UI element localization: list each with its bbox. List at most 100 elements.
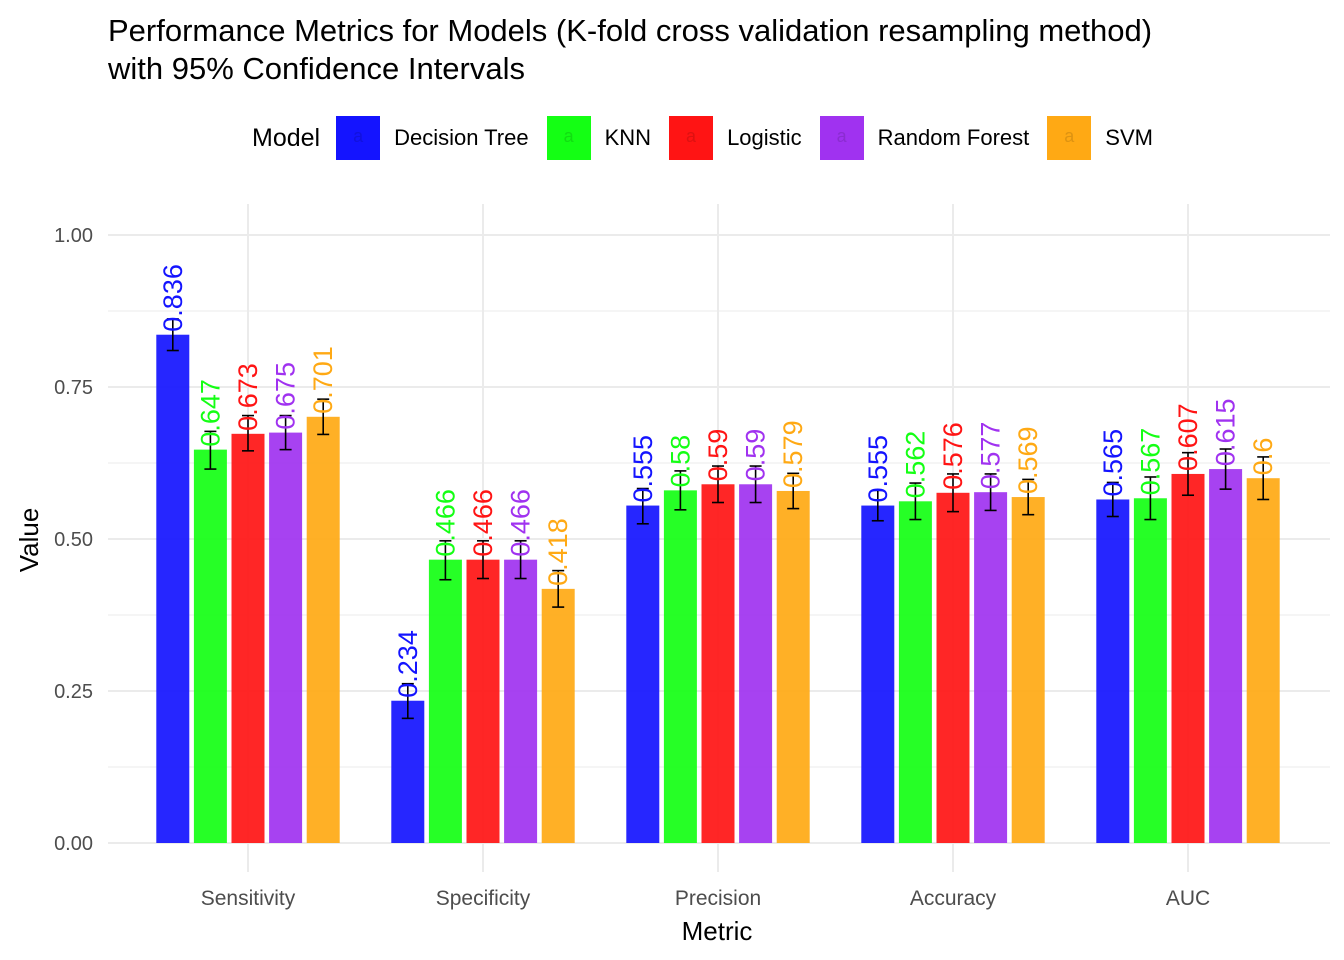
bar-decision-tree xyxy=(156,334,190,843)
error-bar-svm xyxy=(1022,478,1035,516)
error-bar-knn xyxy=(1144,476,1157,521)
error-bar-knn xyxy=(204,430,217,470)
bar-knn xyxy=(663,490,697,843)
bar-decision-tree xyxy=(626,505,660,843)
data-label-svm: 0.569 xyxy=(1013,426,1043,494)
legend-title: Model xyxy=(252,123,321,152)
y-tick-label: 0.50 xyxy=(54,529,93,551)
data-label-svm: 0.579 xyxy=(778,420,808,488)
x-axis-title: Metric xyxy=(682,916,753,946)
data-label-logistic: 0.673 xyxy=(233,363,263,431)
bar-svm xyxy=(306,416,340,843)
legend-key-glyph: a xyxy=(1064,126,1075,146)
legend-key-glyph: a xyxy=(353,126,364,146)
data-label-knn: 0.466 xyxy=(430,489,460,557)
error-bar-logistic xyxy=(242,414,254,452)
x-tick-label: Sensitivity xyxy=(201,887,296,910)
bar-decision-tree xyxy=(391,700,425,843)
x-tick-label: Specificity xyxy=(436,887,531,910)
legend-label-svm: SVM xyxy=(1105,125,1153,150)
data-label-decision-tree: 0.234 xyxy=(393,630,423,698)
data-label-knn: 0.647 xyxy=(195,379,225,447)
error-bar-logistic xyxy=(1182,451,1194,497)
bar-svm xyxy=(1011,497,1045,843)
y-tick-label: 0.75 xyxy=(54,377,93,399)
bar-random-forest xyxy=(504,559,538,843)
bar-random-forest xyxy=(974,492,1008,843)
bar-logistic xyxy=(231,433,265,843)
data-label-decision-tree: 0.555 xyxy=(863,435,893,503)
legend-key-random-forest: a xyxy=(819,116,864,160)
x-tick-label: AUC xyxy=(1166,887,1210,910)
legend-key-logistic: a xyxy=(669,116,714,160)
legend: Model a Decision Tree a KNN a Logistic a… xyxy=(252,116,1171,160)
error-bar-decision-tree xyxy=(401,682,414,720)
error-bar-random-forest xyxy=(1219,448,1232,490)
error-bar-svm xyxy=(317,398,330,436)
legend-label-decision-tree: Decision Tree xyxy=(394,125,529,150)
x-axis-ticks: Sensitivity Specificity Precision Accuracy A… xyxy=(201,887,1210,910)
legend-key-knn: a xyxy=(546,116,591,160)
error-bar-decision-tree xyxy=(871,489,884,522)
bar-logistic xyxy=(936,492,970,843)
legend-item-knn: a KNN xyxy=(546,116,652,160)
data-label-logistic: 0.59 xyxy=(703,429,733,482)
chart-title: Performance Metrics for Models (K-fold c… xyxy=(108,12,1152,88)
legend-key-svm: a xyxy=(1047,116,1092,160)
error-bar-decision-tree xyxy=(1106,481,1119,518)
data-label-decision-tree: 0.555 xyxy=(628,435,658,503)
legend-label-knn: KNN xyxy=(604,125,652,150)
data-label-knn: 0.567 xyxy=(1135,428,1165,496)
bar-svm xyxy=(541,588,575,843)
bar-knn xyxy=(428,559,462,843)
data-label-logistic: 0.466 xyxy=(468,489,498,557)
legend-item-logistic: a Logistic xyxy=(669,116,802,160)
bar-knn xyxy=(193,449,227,843)
x-tick-label: Precision xyxy=(675,887,761,910)
bar-decision-tree xyxy=(1096,499,1130,843)
legend-item-svm: a SVM xyxy=(1047,116,1153,160)
y-axis-ticks: 0.00 0.25 0.50 0.75 1.00 xyxy=(54,225,93,855)
bar-svm xyxy=(1246,478,1280,843)
bar-svm xyxy=(776,490,810,843)
bar-logistic xyxy=(1171,473,1205,843)
legend-key-glyph: a xyxy=(686,126,697,146)
error-bar-random-forest xyxy=(749,465,762,504)
bar-logistic xyxy=(466,559,500,843)
error-bar-svm xyxy=(552,569,565,608)
data-label-svm: 0.418 xyxy=(543,518,573,586)
error-bar-logistic xyxy=(947,473,959,513)
bar-random-forest xyxy=(1209,469,1243,843)
data-label-knn: 0.58 xyxy=(665,435,695,488)
error-bars xyxy=(166,318,1270,720)
error-bar-knn xyxy=(674,470,687,511)
legend-label-logistic: Logistic xyxy=(727,125,802,150)
data-label-logistic: 0.576 xyxy=(938,422,968,490)
error-bar-random-forest xyxy=(514,540,527,580)
chart-title-line-1: Performance Metrics for Models (K-fold c… xyxy=(108,13,1153,48)
error-bar-knn xyxy=(909,482,922,521)
data-label-decision-tree: 0.565 xyxy=(1098,429,1128,497)
legend-key-decision-tree: a xyxy=(336,116,381,160)
chart-title-line-2: with 95% Confidence Intervals xyxy=(108,51,526,86)
error-bar-svm xyxy=(1257,456,1270,501)
bars xyxy=(156,334,1280,843)
error-bar-random-forest xyxy=(984,473,997,512)
error-bar-decision-tree xyxy=(166,318,179,352)
legend-key-glyph: a xyxy=(563,126,574,146)
bar-logistic xyxy=(701,484,735,843)
error-bar-logistic xyxy=(712,465,724,504)
data-label-random-forest: 0.466 xyxy=(506,489,536,557)
bar-knn xyxy=(1133,498,1167,843)
data-label-random-forest: 0.577 xyxy=(976,422,1006,490)
data-label-random-forest: 0.615 xyxy=(1211,399,1241,467)
y-tick-label: 0.00 xyxy=(54,833,93,855)
error-bar-decision-tree xyxy=(636,487,649,525)
error-bar-svm xyxy=(787,472,800,510)
error-bar-knn xyxy=(439,540,452,581)
legend-key-glyph: a xyxy=(836,126,847,146)
data-labels: 0.836 0.234 0.555 0.555 0.565 0.647 0.466 0.58 0… xyxy=(158,264,1278,698)
legend-item-random-forest: a Random Forest xyxy=(819,116,1029,160)
data-label-random-forest: 0.675 xyxy=(271,362,301,430)
y-tick-label: 1.00 xyxy=(54,225,93,247)
